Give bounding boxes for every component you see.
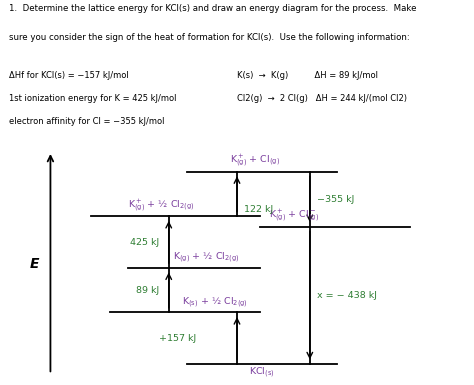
Text: electron affinity for Cl = −355 kJ/mol: electron affinity for Cl = −355 kJ/mol (9, 117, 165, 126)
Text: +157 kJ: +157 kJ (159, 334, 196, 343)
Text: K(s)  →  K(g)          ΔH = 89 kJ/mol: K(s) → K(g) ΔH = 89 kJ/mol (237, 71, 378, 80)
Text: K$^+_{\mathregular{(g)}}$ + Cl$_{\mathregular{(g)}}$: K$^+_{\mathregular{(g)}}$ + Cl$_{\mathre… (230, 152, 280, 169)
Text: 425 kJ: 425 kJ (130, 238, 160, 246)
Text: 1.  Determine the lattice energy for KCl(s) and draw an energy diagram for the p: 1. Determine the lattice energy for KCl(… (9, 4, 417, 13)
Text: KCl$_{\mathregular{(s)}}$: KCl$_{\mathregular{(s)}}$ (249, 366, 275, 380)
Text: 122 kJ: 122 kJ (244, 205, 273, 214)
Text: 1st ionization energy for K = 425 kJ/mol: 1st ionization energy for K = 425 kJ/mol (9, 94, 177, 103)
Text: −355 kJ: −355 kJ (317, 195, 354, 204)
Text: K$_{\mathregular{(g)}}$ + ½ Cl$_{\mathregular{2(g)}}$: K$_{\mathregular{(g)}}$ + ½ Cl$_{\mathre… (173, 251, 240, 265)
Text: K$^+_{\mathregular{(g)}}$ + Cl$^-_{\mathregular{(g)}}$: K$^+_{\mathregular{(g)}}$ + Cl$^-_{\math… (269, 208, 319, 224)
Text: K$_{\mathregular{(s)}}$ + ½ Cl$_{\mathregular{2(g)}}$: K$_{\mathregular{(s)}}$ + ½ Cl$_{\mathre… (182, 296, 248, 310)
Text: x = − 438 kJ: x = − 438 kJ (317, 291, 377, 300)
Text: K$^+_{\mathregular{(g)}}$ + ½ Cl$_{\mathregular{2(g)}}$: K$^+_{\mathregular{(g)}}$ + ½ Cl$_{\math… (128, 198, 194, 214)
Text: 89 kJ: 89 kJ (137, 286, 160, 295)
Text: Cl2(g)  →  2 Cl(g)   ΔH = 244 kJ/(mol Cl2): Cl2(g) → 2 Cl(g) ΔH = 244 kJ/(mol Cl2) (237, 94, 407, 103)
Text: E: E (29, 258, 39, 271)
Text: ΔHf for KCl(s) = −157 kJ/mol: ΔHf for KCl(s) = −157 kJ/mol (9, 71, 129, 80)
Text: sure you consider the sign of the heat of formation for KCl(s).  Use the followi: sure you consider the sign of the heat o… (9, 33, 410, 42)
